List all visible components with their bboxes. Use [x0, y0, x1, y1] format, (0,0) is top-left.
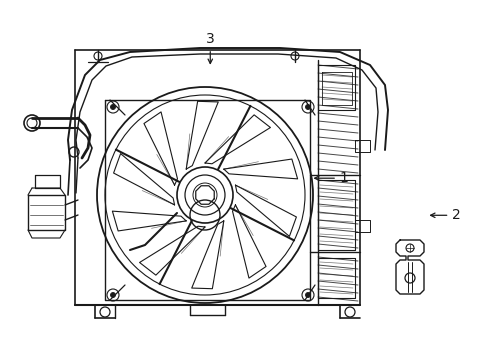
- Circle shape: [305, 104, 310, 109]
- Circle shape: [110, 292, 115, 297]
- Circle shape: [305, 292, 310, 297]
- Circle shape: [110, 104, 115, 109]
- Text: 2: 2: [430, 208, 460, 222]
- Text: 3: 3: [205, 32, 214, 63]
- Text: 1: 1: [314, 171, 348, 185]
